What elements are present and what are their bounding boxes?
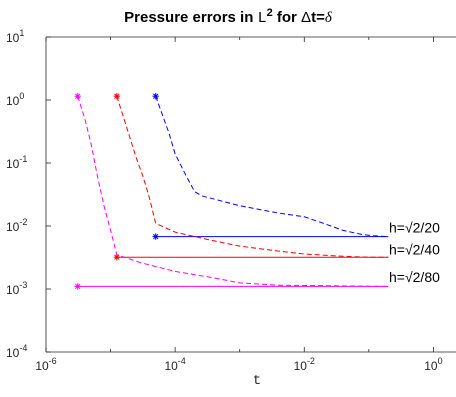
y-tick-label: 101 [6, 28, 24, 45]
y-tick-label: 10-4 [6, 343, 27, 360]
title-prefix: Pressure errors in [124, 9, 257, 26]
y-tick-base: 10 [6, 283, 20, 297]
y-tick-base: 10 [6, 31, 20, 45]
y-tick-label: 10-2 [6, 217, 27, 234]
series-dashed-line [77, 96, 389, 287]
series-solid-marker [74, 283, 81, 290]
tick-marks [45, 36, 434, 353]
annotation-label: h=√2/20 [389, 219, 440, 235]
x-tick-label: 100 [424, 356, 442, 373]
annotation-label: h=√2/80 [389, 269, 440, 285]
y-tick-exponent: -1 [19, 154, 27, 164]
y-tick-base: 10 [6, 220, 20, 234]
chart-title: Pressure errors in L2 for Δt=δ [124, 7, 333, 27]
series-dashed-line [155, 96, 389, 238]
x-tick-label: 10-2 [294, 356, 315, 373]
x-tick-label: 10-6 [35, 356, 56, 373]
title-delta-variable: δ [325, 10, 333, 26]
series-start-marker [74, 92, 81, 100]
x-tick-base: 10 [424, 359, 438, 373]
y-tick-exponent: 1 [19, 28, 24, 38]
title-norm-exponent: 2 [267, 7, 273, 19]
x-tick-label: 10-4 [164, 356, 185, 373]
title-t-equals: t= [311, 9, 325, 26]
x-tick-base: 10 [35, 359, 49, 373]
marker-stroke [114, 254, 120, 260]
y-tick-label: 10-1 [6, 154, 27, 171]
marker-stroke [75, 93, 81, 99]
y-tick-base: 10 [6, 157, 20, 171]
series-dashed-line [116, 96, 389, 258]
marker-stroke [114, 93, 120, 99]
x-tick-base: 10 [164, 359, 178, 373]
title-middle: for [273, 9, 301, 26]
x-axis-label: t [253, 373, 261, 389]
y-tick-base: 10 [6, 346, 20, 360]
axes-frame [45, 36, 456, 353]
marker-stroke [75, 283, 81, 290]
marker-stroke [153, 233, 159, 240]
x-tick-exponent: -6 [49, 356, 57, 366]
annotation-layer: h=√2/20 h=√2/40 h=√2/80 [389, 219, 440, 285]
y-tick-exponent: -3 [19, 280, 27, 290]
marker-stroke [153, 93, 159, 99]
x-tick-exponent: -2 [307, 356, 315, 366]
annotation-label: h=√2/40 [389, 242, 440, 258]
series-start-marker [113, 92, 121, 100]
y-tick-label: 10-3 [6, 280, 27, 297]
series-start-marker [152, 92, 159, 100]
series-layer [74, 92, 389, 290]
x-tick-exponent: -4 [178, 356, 186, 366]
title-delta-symbol: Δ [301, 9, 311, 26]
y-tick-exponent: -2 [19, 217, 27, 227]
y-tick-exponent: -4 [19, 343, 27, 353]
title-norm: L [258, 10, 267, 27]
y-tick-label: 100 [6, 91, 24, 108]
series-solid-marker [152, 233, 159, 240]
x-tick-exponent: 0 [438, 356, 443, 366]
y-tick-base: 10 [6, 94, 20, 108]
x-tick-base: 10 [294, 359, 308, 373]
y-tick-exponent: 0 [19, 91, 24, 101]
